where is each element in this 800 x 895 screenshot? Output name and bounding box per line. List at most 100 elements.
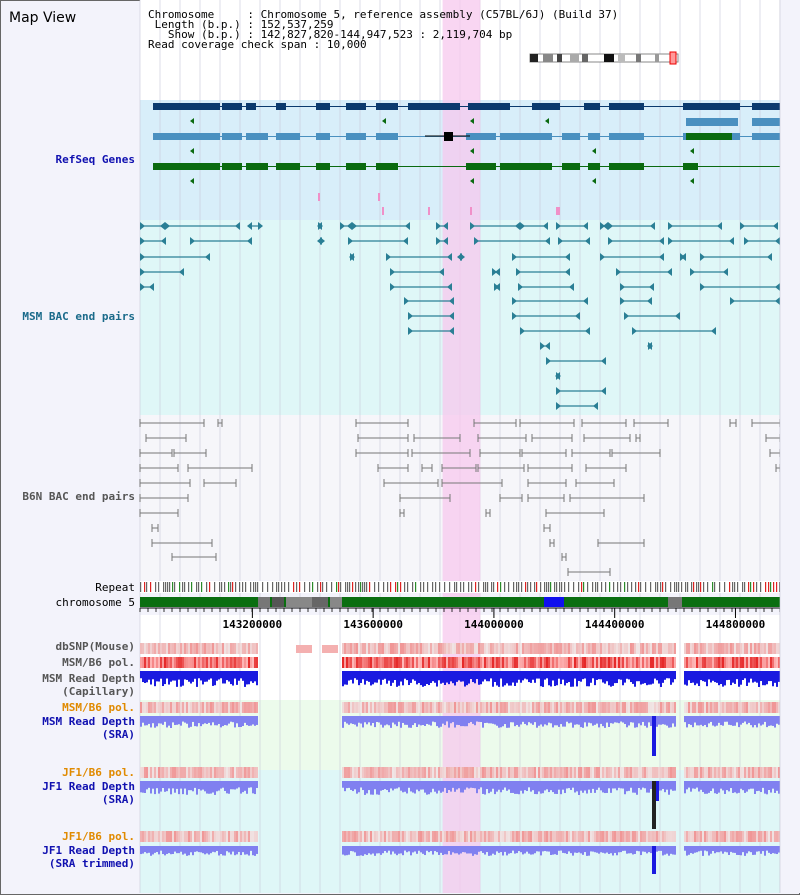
msm-sra-depth bbox=[734, 716, 736, 726]
msm-sra-depth bbox=[466, 716, 468, 727]
msm-depth-capillary-sub: (Capillary) bbox=[62, 685, 135, 698]
msm-capillary-depth bbox=[438, 671, 440, 681]
msm-capillary-depth bbox=[574, 671, 576, 679]
msm-sra-depth bbox=[214, 716, 216, 726]
msm-sra-depth bbox=[546, 716, 548, 726]
msm-sra-depth bbox=[772, 716, 774, 726]
msm-capillary-depth bbox=[778, 671, 780, 682]
msm-sra-depth bbox=[596, 716, 598, 724]
jf1-trim-depth bbox=[504, 846, 506, 852]
jf1-trim-depth bbox=[216, 846, 218, 851]
jf1-trim-depth bbox=[146, 846, 148, 854]
jf1-sra-depth bbox=[620, 781, 622, 789]
jf1-sra-depth bbox=[458, 781, 460, 789]
msm-capillary-depth bbox=[770, 671, 772, 682]
jf1-sra-depth bbox=[242, 781, 244, 793]
chromosome-segment bbox=[330, 597, 342, 607]
jf1-sra-depth bbox=[624, 781, 626, 795]
msm-sra-depth bbox=[500, 716, 502, 728]
selected-region-highlight bbox=[442, 0, 481, 893]
gene-feature-pink bbox=[378, 193, 380, 201]
msm-sra-depth bbox=[434, 716, 436, 723]
msm-capillary-depth bbox=[764, 671, 766, 686]
jf1-sra-depth bbox=[716, 781, 718, 794]
msm-capillary-depth bbox=[382, 671, 384, 680]
jf1-sra-depth bbox=[342, 781, 344, 788]
depth-spike bbox=[656, 781, 659, 801]
jf1-trim-depth bbox=[172, 846, 174, 855]
jf1-sra-depth bbox=[366, 781, 368, 794]
gene-arrow-small bbox=[190, 178, 194, 184]
jf1-trim-depth bbox=[250, 846, 252, 851]
msm-capillary-depth bbox=[186, 671, 188, 680]
msm-capillary-depth bbox=[624, 671, 626, 683]
jf1-trim-depth bbox=[382, 846, 384, 854]
gene-feature bbox=[752, 133, 782, 140]
msm-capillary-depth bbox=[562, 671, 564, 680]
msm-sra-depth bbox=[364, 716, 366, 723]
msm-capillary-depth bbox=[430, 671, 432, 683]
jf1-trim-depth bbox=[150, 846, 152, 856]
chromosome-value: Chromosome 5, reference assembly (C57BL/… bbox=[260, 8, 619, 21]
msm-capillary-depth bbox=[156, 671, 158, 682]
msm-sra-depth bbox=[538, 716, 540, 726]
jf1-trim-depth bbox=[376, 846, 378, 854]
jf1-trim-depth bbox=[454, 846, 456, 854]
msm-capillary-depth bbox=[242, 671, 244, 681]
msm-sra-depth bbox=[456, 716, 458, 725]
msm-capillary-depth bbox=[640, 671, 642, 685]
jf1-sra-depth bbox=[774, 781, 776, 793]
jf1-sra-depth bbox=[190, 781, 192, 791]
jf1-trim-depth bbox=[386, 846, 388, 853]
jf1-trim-depth bbox=[404, 846, 406, 851]
jf1-trim-depth bbox=[564, 846, 566, 854]
jf1-trim-depth bbox=[350, 846, 352, 852]
msm-capillary-depth bbox=[436, 671, 438, 687]
msm-sra-depth bbox=[152, 716, 154, 724]
jf1-trim-depth bbox=[602, 846, 604, 853]
msm-capillary-depth bbox=[766, 671, 768, 685]
msm-sra-depth bbox=[242, 716, 244, 726]
jf1-sra-depth bbox=[540, 781, 542, 794]
msm-capillary-depth bbox=[192, 671, 194, 682]
msm-sra-depth bbox=[526, 716, 528, 726]
msm-capillary-depth bbox=[484, 671, 486, 680]
gene-feature bbox=[683, 103, 740, 110]
msm-capillary-depth bbox=[370, 671, 372, 686]
jf1-trim-depth bbox=[466, 846, 468, 854]
msm-sra-depth bbox=[754, 716, 756, 726]
msm-sra-depth bbox=[722, 716, 724, 726]
msm-sra-depth bbox=[418, 716, 420, 725]
msm-sra-depth bbox=[724, 716, 726, 722]
msm-capillary-depth bbox=[502, 671, 504, 687]
msm-capillary-depth bbox=[354, 671, 356, 679]
jf1-trim-depth bbox=[192, 846, 194, 856]
jf1-trim-depth bbox=[396, 846, 398, 856]
msm-sra-depth bbox=[614, 716, 616, 723]
msm-sra-depth bbox=[544, 716, 546, 725]
jf1-sra-depth bbox=[746, 781, 748, 792]
jf1-sra-depth bbox=[452, 781, 454, 788]
msm-capillary-depth bbox=[372, 671, 374, 685]
msm-sra-depth bbox=[212, 716, 214, 723]
jf1-sra-depth bbox=[372, 781, 374, 795]
jf1-sra-depth bbox=[240, 781, 242, 794]
gene-arrow-small bbox=[382, 118, 386, 124]
jf1-trim-depth bbox=[702, 846, 704, 856]
jf1-trim-depth bbox=[510, 846, 512, 854]
jf1-sra-depth bbox=[356, 781, 358, 794]
jf1-trim-depth bbox=[696, 846, 698, 853]
jf1-trim-depth bbox=[374, 846, 376, 856]
msm-capillary-depth bbox=[750, 671, 752, 679]
msm-capillary-depth bbox=[652, 671, 654, 684]
msm-sra-depth bbox=[486, 716, 488, 723]
jf1-trim-depth bbox=[240, 846, 242, 856]
jf1-trim-depth bbox=[206, 846, 208, 854]
msm-capillary-depth bbox=[724, 671, 726, 686]
msm-capillary-depth bbox=[412, 671, 414, 680]
jf1-sra-depth bbox=[618, 781, 620, 788]
msm-capillary-depth bbox=[162, 671, 164, 687]
msm-sra-depth bbox=[706, 716, 708, 728]
msm-depth-capillary-label: MSM Read Depth bbox=[42, 672, 135, 685]
